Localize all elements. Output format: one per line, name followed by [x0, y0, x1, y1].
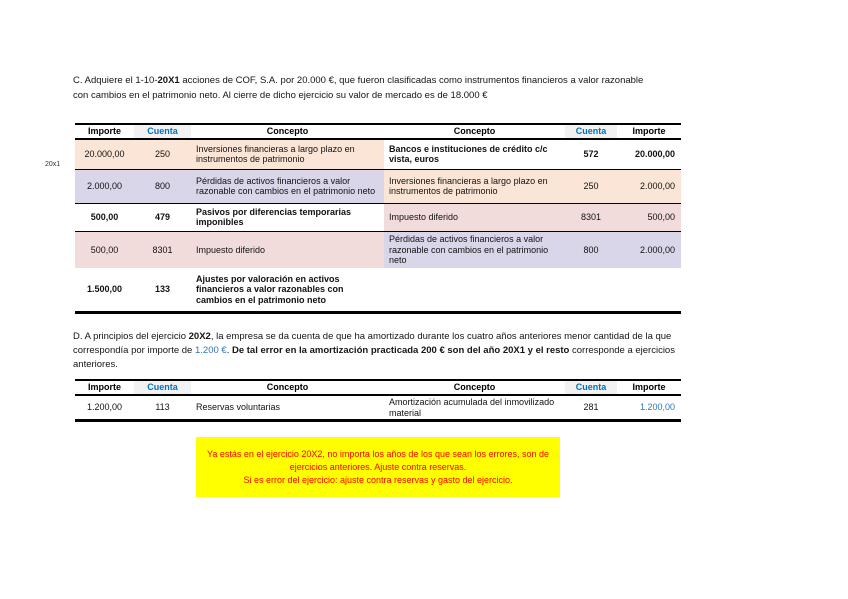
table2-header-importe-right: Importe — [632, 382, 666, 393]
paragraph-c: C. Adquiere el 1-10-20X1 acciones de COF… — [73, 73, 651, 103]
table2-header-concepto-left: Concepto — [266, 382, 309, 393]
cell-concepto: Impuesto diferido — [191, 231, 384, 268]
cell-concepto: Pasivos por diferencias temporarias impo… — [196, 206, 352, 228]
table-row: 1.200,00 113 Reservas voluntarias Amorti… — [75, 395, 681, 421]
cell-importe: 500,00 — [75, 231, 134, 268]
cell-concepto: Reservas voluntarias — [196, 402, 281, 413]
paragraph-d: D. A principios del ejercicio 20X2, la e… — [73, 330, 710, 372]
cell-concepto: Pérdidas de activos financieros a valor … — [384, 231, 565, 268]
table2-header-cuenta-left: Cuenta — [134, 380, 191, 395]
table-row: 20.000,00 250 Inversiones financieras a … — [75, 139, 681, 169]
cell-cuenta: 250 — [134, 139, 191, 169]
cell-concepto: Bancos e instituciones de crédito c/c vi… — [389, 143, 548, 165]
table-row: 1.500,00 133 Ajustes por valoración en a… — [75, 268, 681, 312]
cell-importe: 2.000,00 — [75, 169, 134, 203]
cell-cuenta: 8301 — [565, 203, 617, 231]
table1-header-importe-right: Importe — [632, 126, 666, 137]
paragraph-d-text2: , la empresa se da cuenta de que ha amor… — [73, 331, 672, 356]
cell-importe: 2.000,00 — [617, 231, 681, 268]
cell-concepto: Impuesto diferido — [384, 203, 565, 231]
paragraph-d-text3: corresponde a ejercicios anteriores. — [73, 345, 675, 370]
margin-year-label: 20x1 — [45, 161, 61, 168]
highlighted-note-box: Ya estás en el ejercicio 20X2, no import… — [196, 437, 560, 497]
cell-cuenta: 113 — [155, 402, 170, 413]
cell-cuenta: 281 — [583, 402, 599, 413]
cell-cuenta: 800 — [134, 169, 191, 203]
cell-importe: 1.200,00 — [86, 402, 123, 413]
note-line-2: Si es error del ejercicio: ajuste contra… — [243, 474, 513, 485]
paragraph-d-bold-year: 20X2 — [188, 331, 211, 342]
cell-cuenta — [565, 268, 617, 312]
table1-header-concepto-left: Concepto — [266, 126, 309, 137]
table1-header-cuenta-right: Cuenta — [565, 124, 617, 139]
cell-cuenta: 572 — [583, 149, 599, 159]
table1-header-concepto-right: Concepto — [453, 126, 496, 137]
journal-entry-table-20x2: Importe Cuenta Concepto Concepto Cuenta … — [75, 379, 681, 422]
table1-header-row: Importe Cuenta Concepto Concepto Cuenta … — [75, 124, 681, 139]
table-row: 2.000,00 800 Pérdidas de activos financi… — [75, 169, 681, 203]
cell-concepto: Inversiones financieras a largo plazo en… — [384, 169, 565, 203]
paragraph-d-amount-blue: 1.200 € — [194, 345, 227, 356]
cell-cuenta: 479 — [154, 211, 171, 222]
table2-header-importe-left: Importe — [87, 382, 121, 393]
table-row: 500,00 479 Pasivos por diferencias tempo… — [75, 203, 681, 231]
table1-header-importe-left: Importe — [87, 126, 121, 137]
paragraph-d-text: D. A principios del ejercicio — [73, 331, 189, 342]
journal-entries-table-20x1: Importe Cuenta Concepto Concepto Cuenta … — [75, 123, 681, 314]
cell-cuenta: 800 — [565, 231, 617, 268]
paragraph-c-bold-year: 20X1 — [157, 75, 180, 86]
cell-cuenta: 133 — [154, 284, 171, 294]
cell-importe: 500,00 — [617, 203, 681, 231]
cell-importe — [617, 268, 681, 312]
cell-importe: 1.500,00 — [86, 284, 123, 294]
cell-concepto: Pérdidas de activos financieros a valor … — [191, 169, 384, 203]
cell-importe: 20.000,00 — [75, 139, 134, 169]
cell-concepto — [384, 268, 565, 312]
table2-header-row: Importe Cuenta Concepto Concepto Cuenta … — [75, 380, 681, 395]
cell-cuenta: 8301 — [134, 231, 191, 268]
paragraph-c-rest: acciones de COF, S.A. por 20.000 €, que … — [73, 75, 644, 101]
note-line-1: Ya estás en el ejercicio 20X2, no import… — [206, 448, 550, 472]
cell-importe: 2.000,00 — [617, 169, 681, 203]
table-row: 500,00 8301 Impuesto diferido Pérdidas d… — [75, 231, 681, 268]
cell-importe: 20.000,00 — [634, 149, 675, 159]
paragraph-d-sep: . — [226, 345, 232, 356]
cell-concepto: Amortización acumulada del inmovilizado … — [389, 397, 555, 418]
cell-cuenta: 250 — [565, 169, 617, 203]
cell-concepto: Ajustes por valoración en activos financ… — [196, 273, 344, 305]
cell-concepto: Inversiones financieras a largo plazo en… — [191, 139, 384, 169]
paragraph-c-text: C. Adquiere el 1-10- — [73, 75, 158, 86]
cell-importe: 1.200,00 — [639, 402, 675, 413]
table2-header-cuenta-right: Cuenta — [565, 380, 617, 395]
paragraph-d-bold-note: De tal error en la amortización practica… — [231, 345, 570, 356]
table2-header-concepto-right: Concepto — [453, 382, 496, 393]
table1-header-cuenta-left: Cuenta — [134, 124, 191, 139]
cell-importe: 500,00 — [90, 211, 119, 222]
